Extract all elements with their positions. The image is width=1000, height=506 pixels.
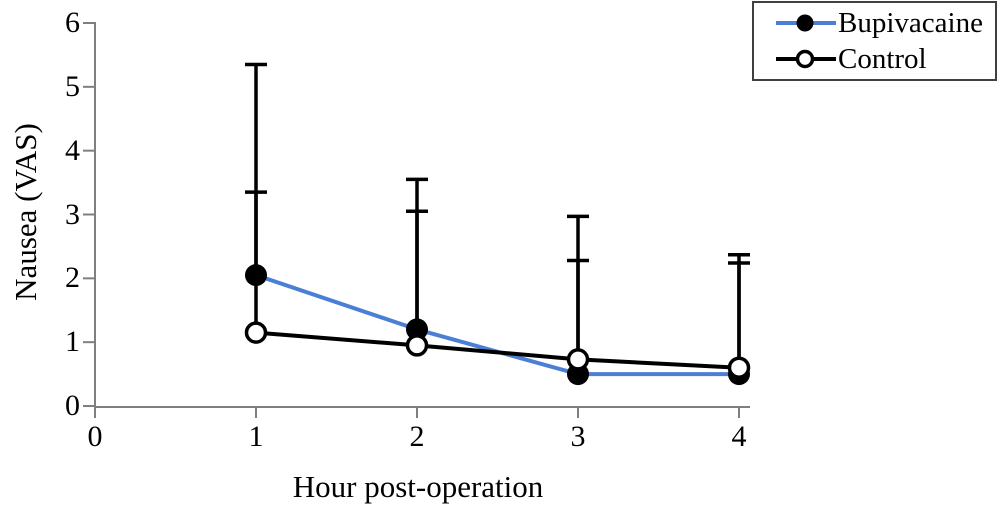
data-point-control bbox=[244, 321, 268, 344]
series-line-control bbox=[254, 330, 741, 370]
legend-line-sample-control bbox=[776, 50, 836, 69]
legend-label-bupivacaine: Bupivacaine bbox=[838, 6, 983, 39]
y-tick-label: 1 bbox=[65, 325, 80, 359]
y-axis-title: Nausea (VAS) bbox=[8, 123, 43, 301]
data-point-control bbox=[405, 334, 429, 357]
legend: Bupivacaine Control bbox=[752, 1, 997, 81]
x-tick-label: 0 bbox=[87, 420, 103, 453]
legend-label-control: Control bbox=[838, 43, 927, 76]
y-tick-label: 0 bbox=[65, 389, 80, 422]
y-tick-label: 6 bbox=[65, 6, 80, 39]
y-tick-label: 3 bbox=[65, 197, 80, 231]
y-tick-label: 4 bbox=[65, 133, 80, 167]
legend-item-control: Control bbox=[774, 42, 995, 76]
data-point-bupivacaine bbox=[406, 318, 428, 341]
x-axis-title: Hour post-operation bbox=[292, 469, 544, 504]
series-line-bupivacaine bbox=[254, 273, 741, 377]
data-point-bupivacaine bbox=[245, 264, 267, 287]
x-tick-label: 1 bbox=[248, 420, 264, 453]
y-tick-label: 2 bbox=[65, 261, 80, 295]
filled-circle-icon bbox=[796, 14, 814, 32]
x-tick-label: 3 bbox=[570, 420, 586, 453]
x-tick-label: 2 bbox=[409, 420, 425, 453]
y-tick-label: 5 bbox=[65, 69, 80, 103]
data-point-control bbox=[566, 348, 590, 371]
open-circle-icon bbox=[795, 50, 815, 69]
legend-line-sample-bupivacaine bbox=[776, 14, 836, 32]
data-point-control bbox=[727, 356, 751, 379]
x-tick-label: 4 bbox=[731, 420, 747, 453]
legend-item-bupivacaine: Bupivacaine bbox=[774, 6, 995, 40]
